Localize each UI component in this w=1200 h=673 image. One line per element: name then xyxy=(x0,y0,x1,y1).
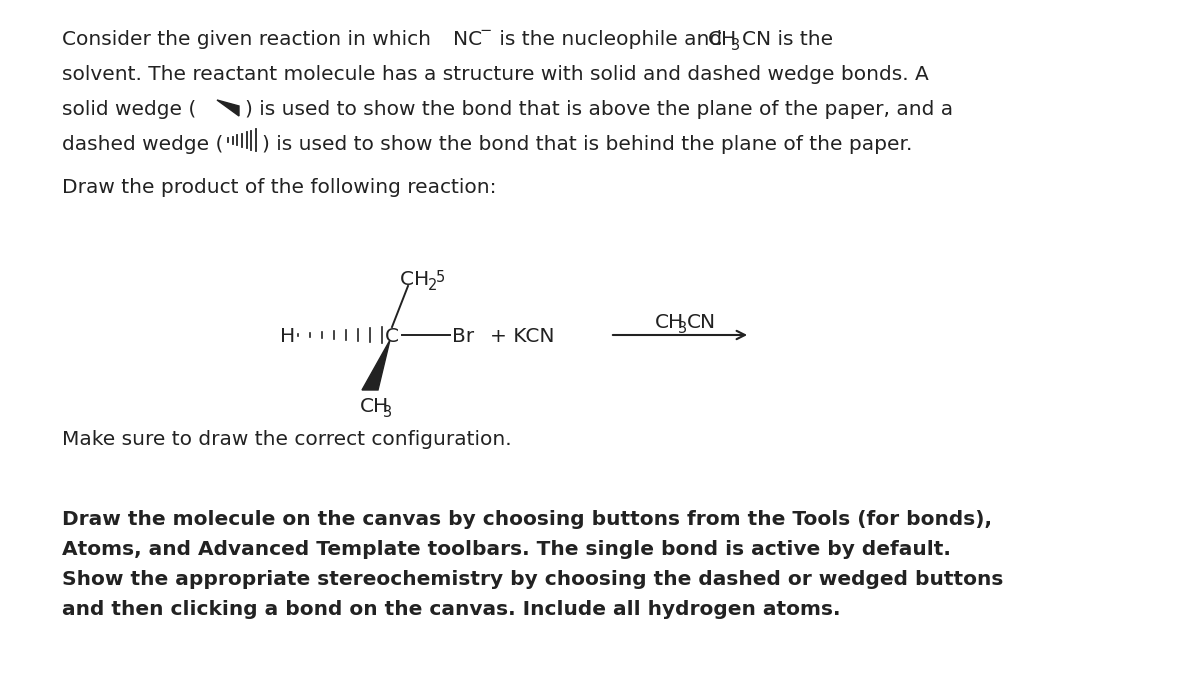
Text: H: H xyxy=(280,327,295,346)
Text: + KCN: + KCN xyxy=(490,327,554,346)
Text: dashed wedge (: dashed wedge ( xyxy=(62,135,223,154)
Text: Consider the given reaction in which: Consider the given reaction in which xyxy=(62,30,437,49)
Polygon shape xyxy=(217,100,239,116)
Text: CN: CN xyxy=(686,313,716,332)
Text: ) is used to show the bond that is above the plane of the paper, and a: ) is used to show the bond that is above… xyxy=(245,100,953,119)
Text: and then clicking a bond on the canvas. Include all hydrogen atoms.: and then clicking a bond on the canvas. … xyxy=(62,600,840,619)
Text: solvent. The reactant molecule has a structure with solid and dashed wedge bonds: solvent. The reactant molecule has a str… xyxy=(62,65,929,84)
Text: solid wedge (: solid wedge ( xyxy=(62,100,197,119)
Text: Atoms, and Advanced Template toolbars. The single bond is active by default.: Atoms, and Advanced Template toolbars. T… xyxy=(62,540,950,559)
Text: CH: CH xyxy=(708,30,737,49)
Text: NC: NC xyxy=(454,30,482,49)
Text: Draw the product of the following reaction:: Draw the product of the following reacti… xyxy=(62,178,497,197)
Polygon shape xyxy=(362,340,390,390)
Text: Br: Br xyxy=(452,327,474,346)
Text: 3: 3 xyxy=(383,405,392,420)
Text: −: − xyxy=(479,23,491,38)
Text: 2: 2 xyxy=(428,278,437,293)
Text: H: H xyxy=(414,270,430,289)
Text: CH: CH xyxy=(655,313,684,332)
Text: C: C xyxy=(385,327,398,346)
Text: 3: 3 xyxy=(731,38,740,53)
Text: 3: 3 xyxy=(678,321,688,336)
Text: Make sure to draw the correct configuration.: Make sure to draw the correct configurat… xyxy=(62,430,511,449)
Text: Draw the molecule on the canvas by choosing buttons from the Tools (for bonds),: Draw the molecule on the canvas by choos… xyxy=(62,510,992,529)
Text: C: C xyxy=(400,270,414,289)
Text: ) is used to show the bond that is behind the plane of the paper.: ) is used to show the bond that is behin… xyxy=(262,135,912,154)
Text: 5: 5 xyxy=(436,270,445,285)
Text: is the nucleophile and: is the nucleophile and xyxy=(493,30,728,49)
Text: CH: CH xyxy=(360,397,389,416)
Text: Show the appropriate stereochemistry by choosing the dashed or wedged buttons: Show the appropriate stereochemistry by … xyxy=(62,570,1003,589)
Text: CN is the: CN is the xyxy=(742,30,833,49)
